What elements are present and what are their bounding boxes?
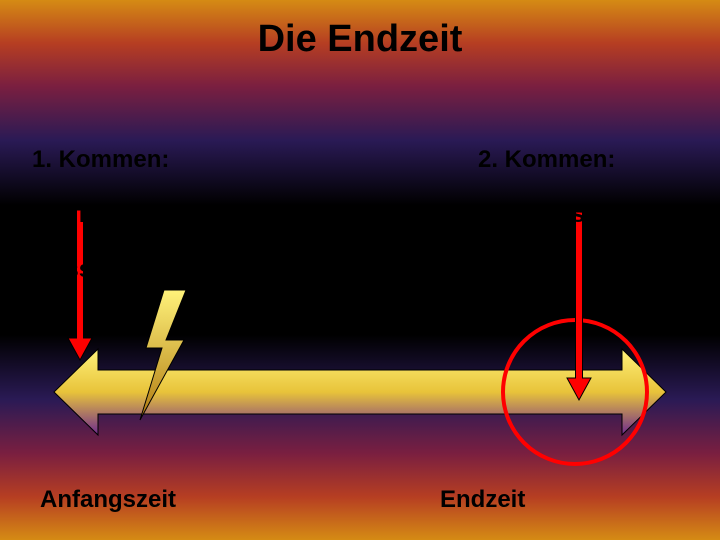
- label-line: Der herrschende: [478, 201, 669, 228]
- label-line: 2. Kommen:: [478, 146, 615, 173]
- label-end-time: Endzeit: [440, 486, 525, 514]
- slide-title: Die Endzeit: [0, 18, 720, 61]
- label-line: Messias: [478, 256, 571, 283]
- label-line: 1. Kommen:: [32, 146, 169, 173]
- label-first-coming: 1. Kommen: Der leidende Messias: [32, 118, 176, 284]
- label-second-coming: 2. Kommen: Der herrschende Messias: [478, 118, 669, 284]
- label-line: Der leidende: [32, 201, 176, 228]
- label-line: Messias: [32, 256, 125, 283]
- slide: Die Endzeit 1. Kommen: Der leidende Mess…: [0, 0, 720, 540]
- label-start-time: Anfangszeit: [40, 486, 176, 514]
